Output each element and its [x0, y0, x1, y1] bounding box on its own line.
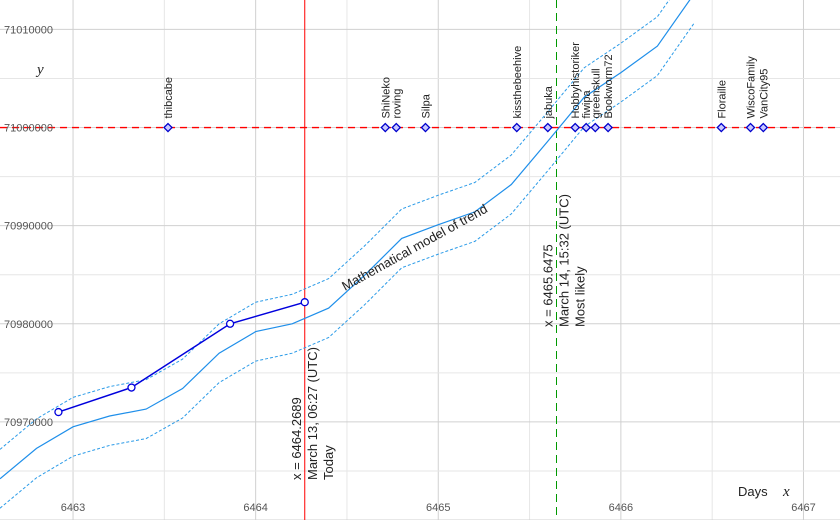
observation-point: [225, 319, 235, 328]
user-name-label: Hobbyhistoriker: [570, 42, 582, 119]
user-guess-marker: [163, 122, 173, 133]
x-tick-label: 6463: [61, 502, 85, 514]
most_likely-annotation: x = 6465.6475: [541, 244, 556, 327]
y-tick-label: 71010000: [4, 24, 53, 36]
user-guess-marker: [603, 122, 614, 133]
observation-point: [127, 383, 136, 392]
confidence-band: [0, 0, 695, 509]
user-guess-marker: [420, 122, 431, 133]
most_likely-annotation: Most likely: [573, 266, 588, 327]
y-tick-label: 71000000: [4, 123, 53, 135]
x-tick-label: 6464: [243, 502, 267, 514]
model-line: [0, 0, 691, 480]
observation-line: [58, 301, 306, 413]
observations: [54, 298, 309, 417]
x-axis-variable: x: [782, 484, 790, 500]
today-annotation: Today: [321, 445, 336, 480]
band-lower-line: [0, 23, 695, 509]
y-axis-variable: y: [35, 62, 44, 78]
labels: y Days x Mathematical model of trend 709…: [4, 24, 816, 514]
user-name-label: fiwipa: [581, 90, 593, 119]
user-guess-marker: [581, 122, 592, 133]
observation-point: [300, 298, 309, 307]
most_likely-annotation: March 14, 15:32 (UTC): [557, 194, 572, 327]
user-name-label: Floraille: [716, 80, 728, 119]
user-name-label: jabuka: [543, 85, 555, 119]
x-tick-label: 6465: [426, 502, 450, 514]
user-guess-marker: [380, 122, 391, 133]
model-curve: [0, 0, 691, 480]
user-guess-marker: [511, 122, 522, 133]
observation-point: [54, 407, 63, 417]
user-name-label: greenskull: [590, 68, 602, 118]
user-name-label: Bookworm72: [603, 54, 615, 118]
user-name-label: VanCity95: [758, 69, 770, 119]
user-guess-marker: [590, 122, 601, 133]
user-guess-marker: [758, 122, 769, 133]
x-tick-label: 6467: [791, 502, 815, 514]
y-tick-label: 70980000: [4, 319, 53, 331]
user-name-label: WiscoFamily: [746, 56, 758, 119]
user-guess-marker: [570, 122, 581, 133]
user-name-label: Silpa: [420, 93, 432, 118]
x-axis-label: Days: [738, 484, 768, 499]
user-name-label: ShiNeko: [380, 77, 392, 119]
user-name-label: kissthebeehive: [512, 46, 524, 119]
today-annotation: March 13, 06:27 (UTC): [305, 347, 320, 480]
x-tick-label: 6466: [609, 502, 633, 514]
y-tick-label: 70990000: [4, 221, 53, 233]
user-guess-marker: [542, 122, 553, 133]
y-tick-label: 70970000: [4, 417, 53, 429]
user-guess-marker: [745, 122, 756, 133]
user-guess-marker: [391, 122, 402, 133]
user-name-label: roving: [391, 89, 403, 119]
user-name-label: thibcabe: [163, 77, 175, 119]
today-annotation: x = 6464.2689: [289, 397, 304, 480]
band-upper-line: [0, 0, 670, 450]
model-label: Mathematical model of trend: [339, 201, 490, 294]
user-guess-marker: [716, 122, 727, 133]
